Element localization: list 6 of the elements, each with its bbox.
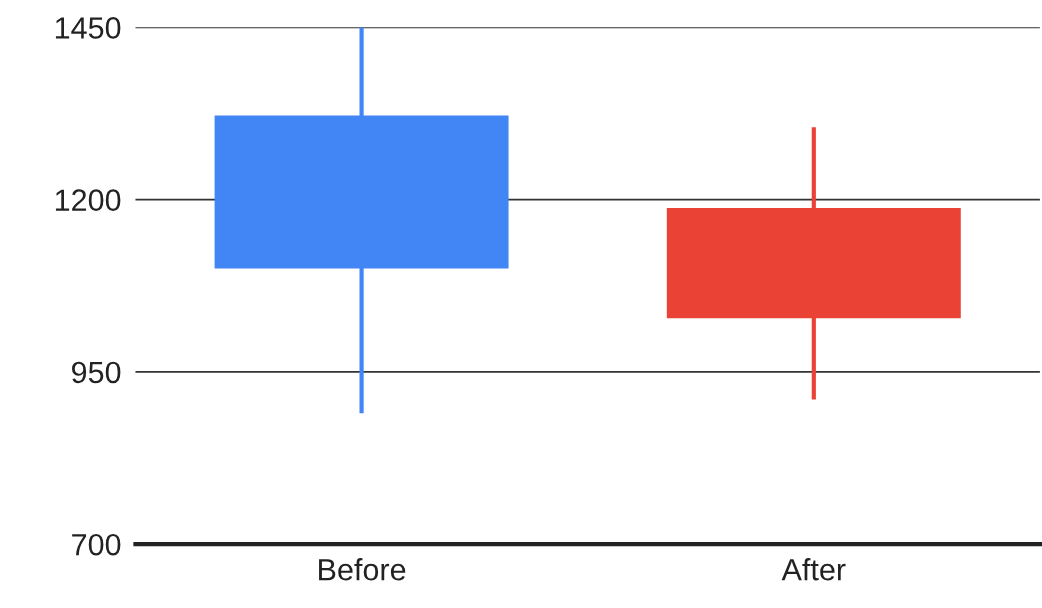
y-tick-label: 1200 <box>55 189 121 211</box>
y-tick-label: 700 <box>72 533 121 556</box>
x-tick-label: After <box>781 558 846 581</box>
x-tick-label: Before <box>319 558 406 581</box>
y-tick-label: 1450 <box>55 17 121 39</box>
y-tick-label: 950 <box>72 361 121 384</box>
